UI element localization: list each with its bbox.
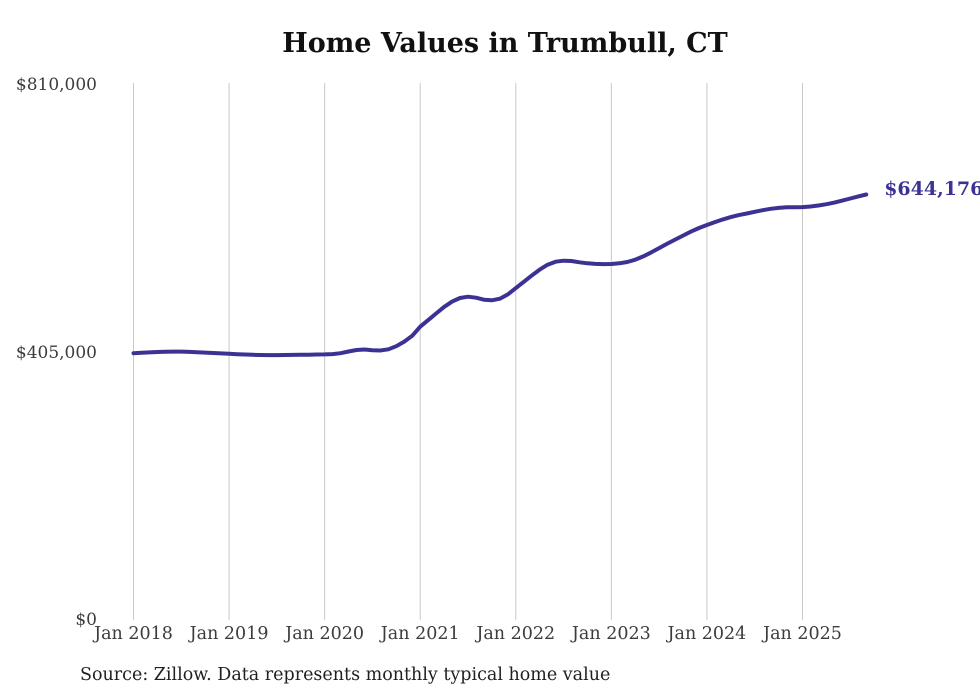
y-tick-label: $810,000 (15, 75, 97, 95)
x-tick-label: Jan 2020 (285, 624, 365, 644)
home-value-line (131, 192, 869, 358)
x-tick-label: Jan 2022 (476, 624, 556, 644)
x-tick-label: Jan 2024 (667, 624, 747, 644)
y-tick-label: $0 (75, 610, 97, 630)
chart-title: Home Values in Trumbull, CT (282, 28, 728, 59)
gridlines (133, 83, 803, 620)
latest-value-label: $644,176 (884, 177, 980, 200)
y-tick-label: $405,000 (15, 342, 97, 363)
x-tick-label: Jan 2018 (94, 624, 173, 644)
x-tick-label: Jan 2023 (571, 624, 651, 644)
source-note: Source: Zillow. Data represents monthly … (80, 665, 611, 685)
x-tick-label: Jan 2021 (380, 624, 460, 644)
x-tick-label: Jan 2019 (189, 624, 269, 644)
x-tick-label: Jan 2025 (763, 624, 842, 644)
